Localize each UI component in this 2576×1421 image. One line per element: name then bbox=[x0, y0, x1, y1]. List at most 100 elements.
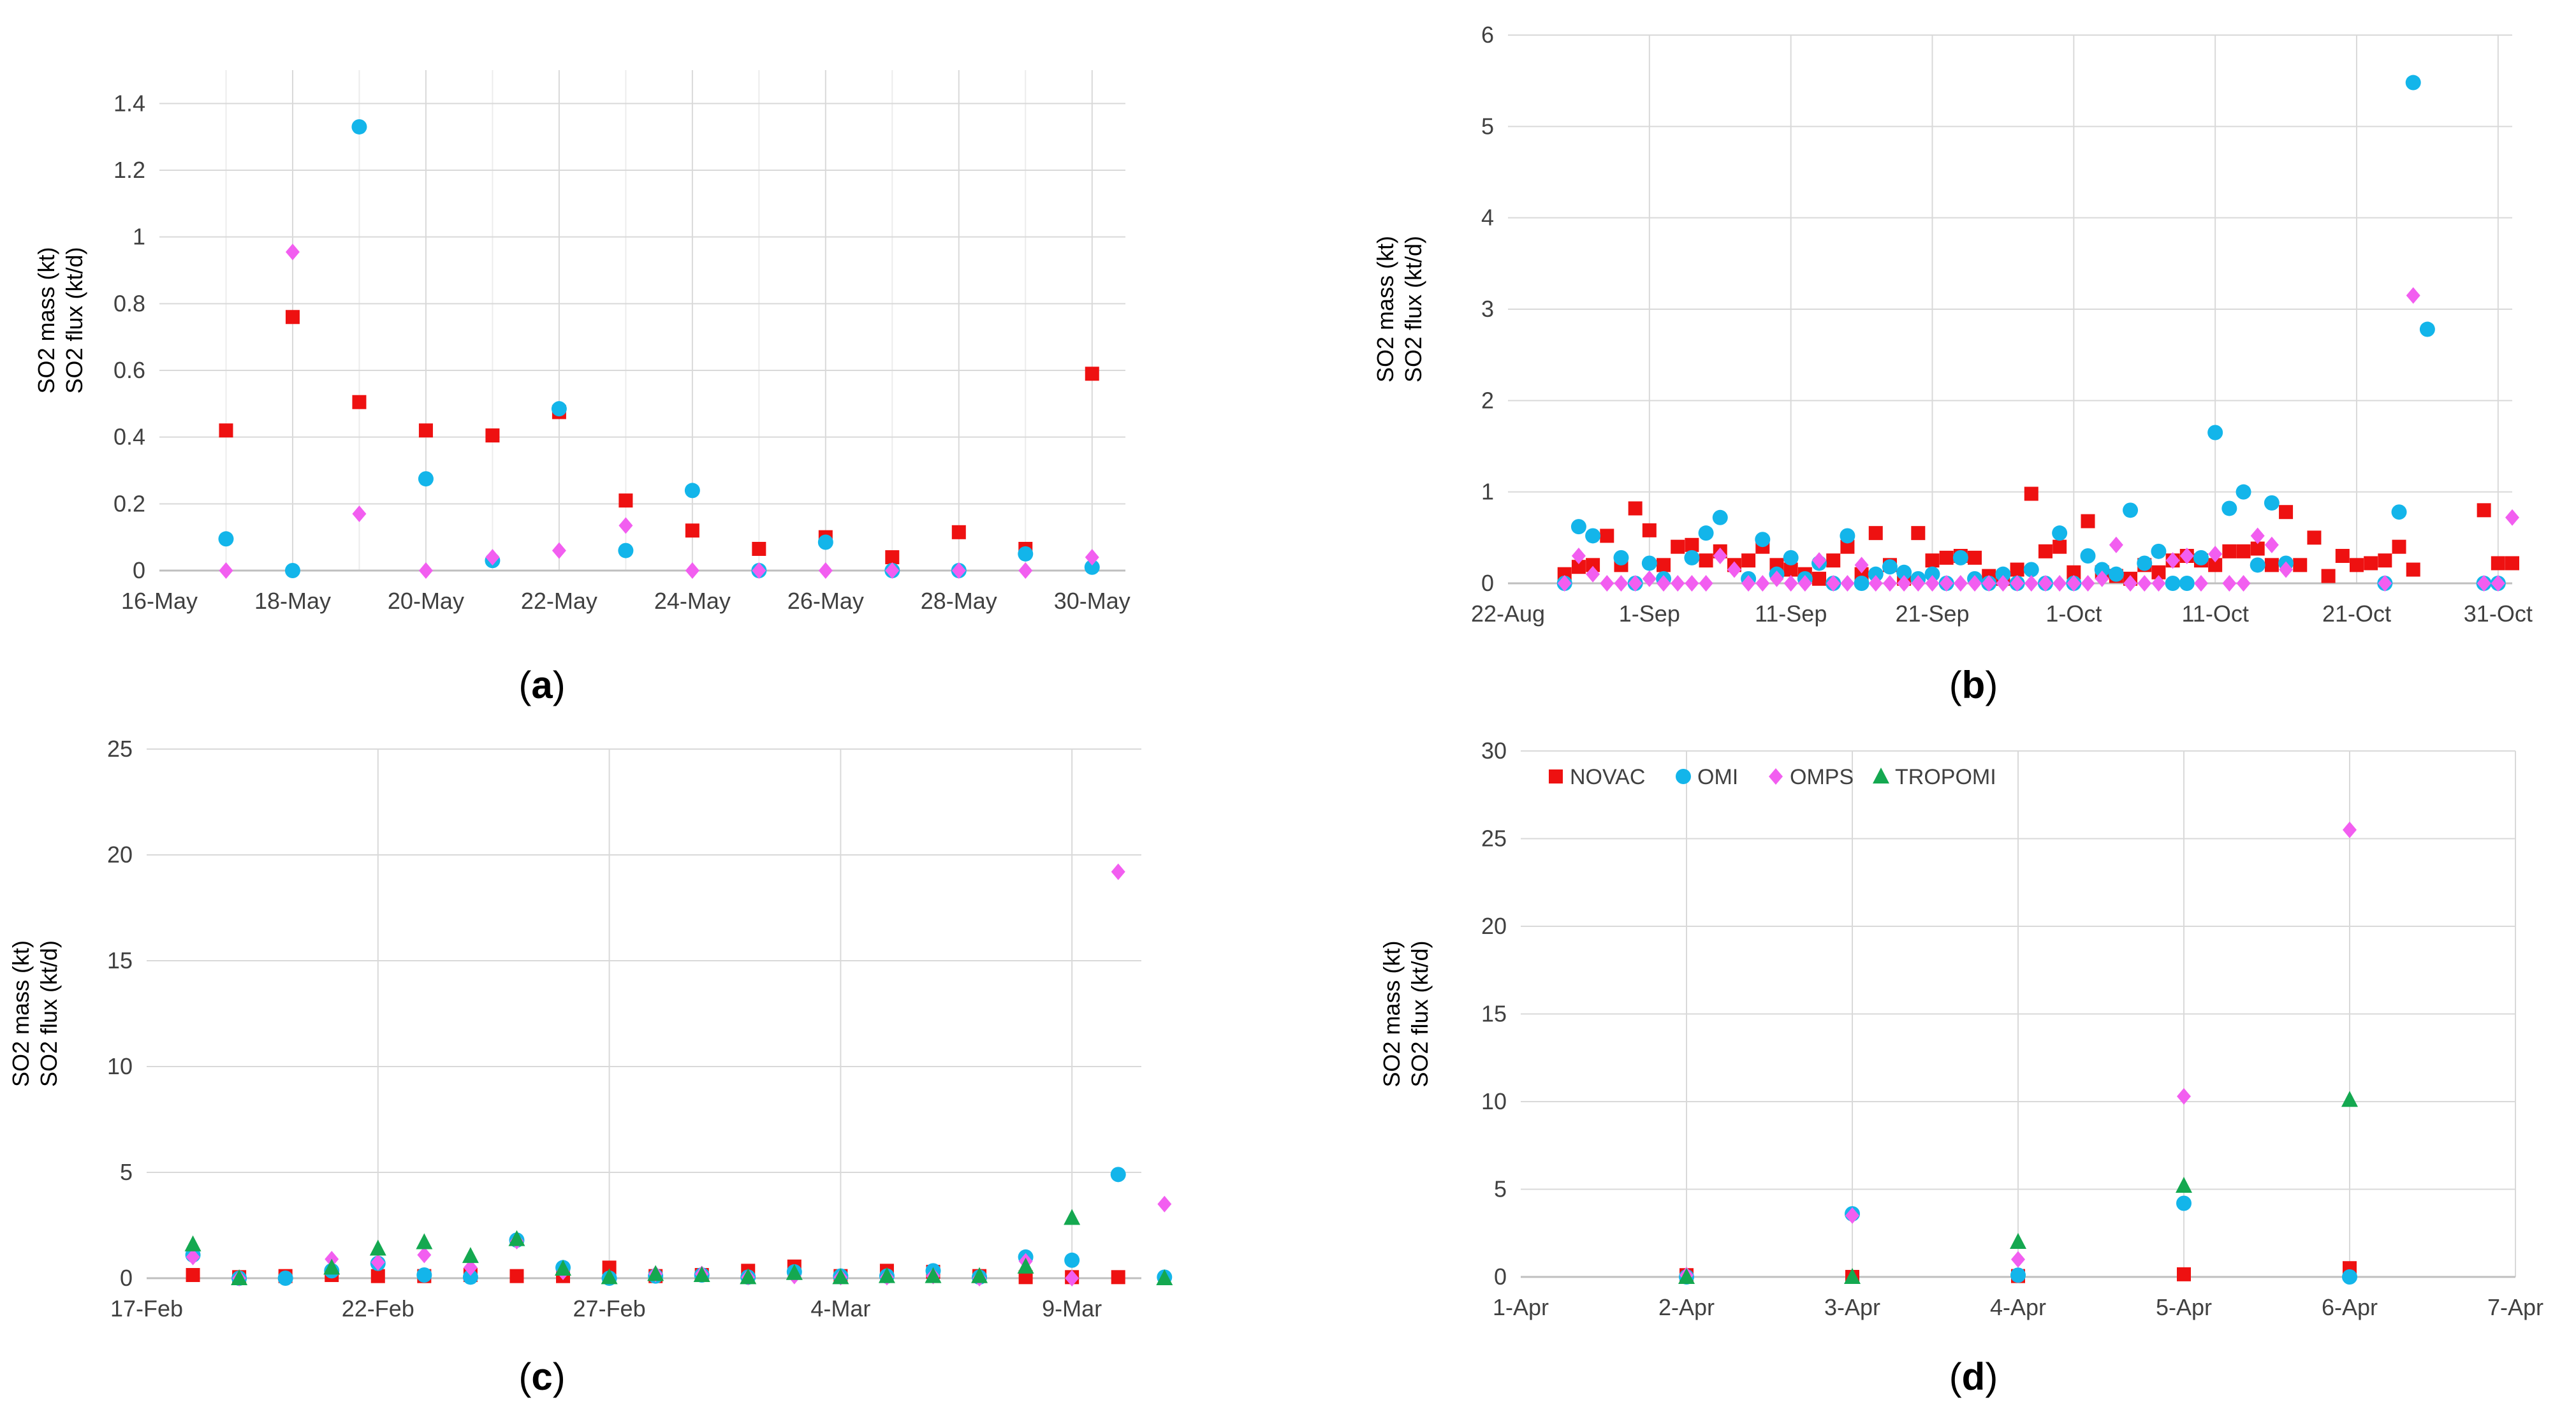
data-point-novac bbox=[2024, 486, 2038, 501]
y-tick-label: 0.8 bbox=[113, 290, 145, 316]
data-point-novac bbox=[1812, 571, 1827, 586]
data-point-novac bbox=[1939, 550, 1954, 565]
y-tick-label: 3 bbox=[1481, 296, 1494, 322]
data-point-omps bbox=[2081, 575, 2095, 592]
y-tick-label: 0 bbox=[1494, 1264, 1507, 1290]
data-point-omps bbox=[2053, 575, 2067, 592]
data-point-omi bbox=[1952, 550, 1968, 565]
data-point-novac bbox=[2491, 556, 2505, 571]
data-point-tropomi bbox=[369, 1239, 386, 1256]
data-point-omps bbox=[2343, 821, 2357, 838]
data-point-novac bbox=[618, 493, 633, 508]
y-tick-label: 5 bbox=[1494, 1176, 1507, 1202]
data-point-omps bbox=[685, 562, 699, 579]
data-point-novac bbox=[509, 1269, 524, 1283]
data-point-omps bbox=[752, 562, 766, 579]
y-tick-label: 25 bbox=[1481, 826, 1507, 852]
data-point-omps bbox=[463, 1259, 478, 1276]
data-point-novac bbox=[685, 523, 699, 538]
data-point-novac bbox=[2177, 1267, 2191, 1281]
data-point-novac bbox=[2477, 503, 2491, 518]
data-point-omps bbox=[1840, 575, 1855, 592]
series-omps bbox=[186, 863, 1172, 1286]
data-point-omi bbox=[1684, 550, 1700, 565]
data-point-omps bbox=[618, 517, 633, 534]
data-point-omps bbox=[1982, 575, 1996, 592]
data-point-novac bbox=[1826, 553, 1841, 568]
data-point-tropomi bbox=[1156, 1269, 1173, 1285]
legend-label-tropomi: TROPOMI bbox=[1895, 765, 1996, 789]
data-point-omi bbox=[551, 401, 567, 417]
data-point-tropomi bbox=[462, 1247, 479, 1264]
x-tick-label: 4-Mar bbox=[810, 1295, 870, 1322]
data-point-omi bbox=[684, 483, 700, 499]
data-point-novac bbox=[2151, 565, 2166, 579]
data-point-omps bbox=[2193, 575, 2208, 592]
data-point-tropomi bbox=[925, 1267, 942, 1283]
data-point-novac bbox=[2208, 558, 2223, 572]
x-tick-label: 6-Apr bbox=[2322, 1294, 2378, 1320]
data-point-novac bbox=[1571, 560, 1586, 574]
data-point-omps bbox=[1996, 575, 2010, 592]
data-point-omps bbox=[2010, 575, 2024, 592]
data-point-omps bbox=[1713, 548, 1727, 564]
x-tick-label: 7-Apr bbox=[2487, 1294, 2543, 1320]
legend-label-novac: NOVAC bbox=[1570, 765, 1645, 789]
data-point-omps bbox=[2165, 552, 2180, 569]
x-tick-label: 9-Mar bbox=[1042, 1295, 1102, 1322]
data-point-omi bbox=[2236, 484, 2251, 500]
y-axis-label: SO2 flux (kt/d) bbox=[36, 940, 62, 1087]
data-point-novac bbox=[1925, 553, 1940, 568]
data-point-omps bbox=[2109, 536, 2123, 553]
chart-a: 0 0.2 0.4 0.6 0.8 1 1.2 1.4 16-May 18-May 20-May 22… bbox=[33, 70, 1131, 706]
data-point-omps bbox=[1939, 575, 1954, 592]
y-axis-label: SO2 mass (kt) bbox=[33, 247, 59, 393]
data-point-omi bbox=[1064, 1252, 1080, 1268]
x-tick-label: 30-May bbox=[1054, 588, 1131, 614]
series-tropomi bbox=[184, 1209, 1173, 1285]
data-point-omps bbox=[352, 506, 367, 523]
data-point-omps bbox=[186, 1248, 200, 1265]
data-point-omi bbox=[2151, 543, 2167, 559]
data-point-omps bbox=[951, 562, 966, 579]
data-point-omi bbox=[351, 119, 367, 135]
data-point-novac bbox=[1741, 553, 1756, 568]
data-point-omps bbox=[2067, 575, 2081, 592]
data-point-tropomi bbox=[323, 1258, 340, 1275]
data-point-novac bbox=[2038, 544, 2053, 558]
data-point-omi bbox=[1641, 555, 1657, 571]
chart-d: 0 5 10 15 20 25 30 1-Apr 2-Apr 3-Apr 4-Apr 5-Apr 6-A… bbox=[1379, 738, 2543, 1398]
data-point-tropomi bbox=[508, 1230, 525, 1246]
y-axis-label: SO2 mass (kt) bbox=[1372, 236, 1398, 383]
data-point-tropomi bbox=[1017, 1257, 1034, 1274]
data-point-omi bbox=[2023, 562, 2039, 578]
data-point-novac bbox=[2406, 562, 2420, 577]
y-axis-label: SO2 mass (kt) bbox=[1379, 940, 1405, 1087]
data-point-novac bbox=[370, 1269, 385, 1283]
x-tick-label: 5-Apr bbox=[2156, 1294, 2212, 1320]
legend-label-omps: OMPS bbox=[1790, 765, 1854, 789]
data-point-omps bbox=[485, 549, 500, 566]
data-point-omps bbox=[1614, 575, 1628, 592]
data-point-omi bbox=[284, 563, 300, 578]
data-point-omps bbox=[1600, 575, 1614, 592]
data-point-novac bbox=[2250, 541, 2265, 556]
series-omps bbox=[1557, 287, 2519, 592]
data-point-omps bbox=[1826, 575, 1841, 592]
data-point-omps bbox=[1642, 570, 1657, 587]
data-point-omps bbox=[2250, 527, 2265, 544]
panel-caption: (c) bbox=[518, 1355, 565, 1398]
data-point-novac bbox=[2081, 514, 2095, 528]
data-point-novac bbox=[2236, 544, 2251, 558]
y-tick-label: 1 bbox=[133, 224, 145, 250]
legend-label-omi: OMI bbox=[1697, 765, 1738, 789]
data-point-omi bbox=[418, 471, 434, 487]
legend-marker-omi bbox=[1676, 769, 1691, 784]
data-point-novac bbox=[1671, 539, 1685, 554]
x-tick-label: 17-Feb bbox=[110, 1295, 183, 1322]
data-point-omi bbox=[277, 1271, 293, 1286]
data-point-tropomi bbox=[878, 1267, 895, 1283]
data-point-novac bbox=[2279, 505, 2294, 520]
data-point-omps bbox=[1111, 863, 1125, 880]
y-tick-label: 0.2 bbox=[113, 490, 145, 516]
